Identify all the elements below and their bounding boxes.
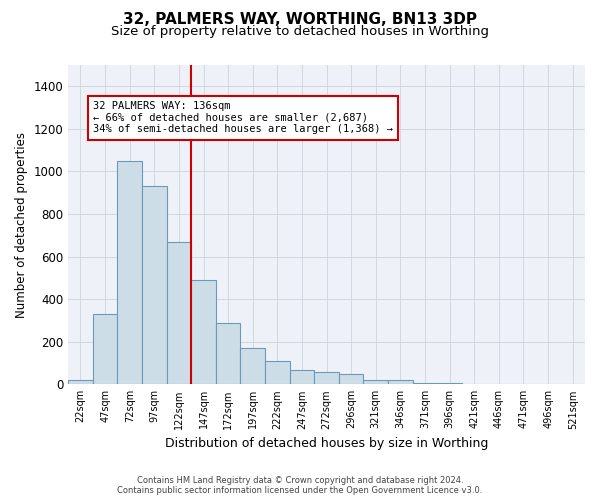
Y-axis label: Number of detached properties: Number of detached properties bbox=[15, 132, 28, 318]
Text: Contains HM Land Registry data © Crown copyright and database right 2024.
Contai: Contains HM Land Registry data © Crown c… bbox=[118, 476, 482, 495]
X-axis label: Distribution of detached houses by size in Worthing: Distribution of detached houses by size … bbox=[165, 437, 488, 450]
Bar bbox=[68, 380, 93, 384]
Bar bbox=[290, 370, 314, 384]
Text: Size of property relative to detached houses in Worthing: Size of property relative to detached ho… bbox=[111, 25, 489, 38]
Bar bbox=[191, 280, 216, 384]
Bar bbox=[265, 361, 290, 384]
Bar bbox=[388, 380, 413, 384]
Bar bbox=[413, 383, 437, 384]
Bar bbox=[314, 372, 339, 384]
Bar bbox=[93, 314, 118, 384]
Bar bbox=[216, 322, 241, 384]
Bar bbox=[167, 242, 191, 384]
Bar bbox=[364, 380, 388, 384]
Bar bbox=[241, 348, 265, 385]
Bar bbox=[118, 161, 142, 384]
Bar bbox=[142, 186, 167, 384]
Bar bbox=[339, 374, 364, 384]
Bar bbox=[437, 383, 462, 384]
Text: 32 PALMERS WAY: 136sqm
← 66% of detached houses are smaller (2,687)
34% of semi-: 32 PALMERS WAY: 136sqm ← 66% of detached… bbox=[93, 101, 393, 134]
Text: 32, PALMERS WAY, WORTHING, BN13 3DP: 32, PALMERS WAY, WORTHING, BN13 3DP bbox=[123, 12, 477, 28]
